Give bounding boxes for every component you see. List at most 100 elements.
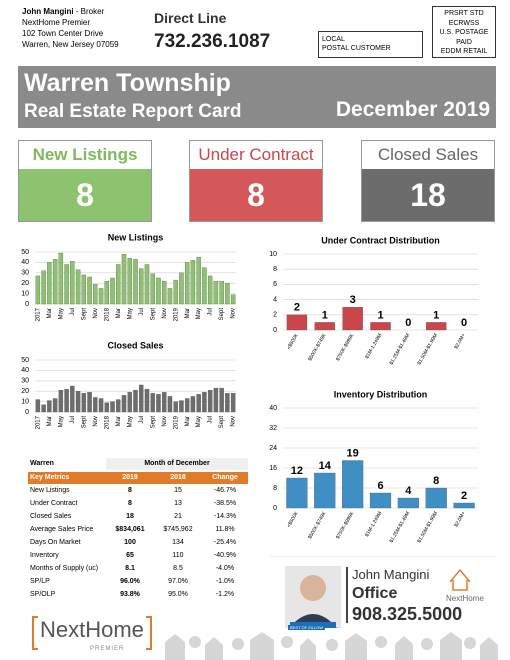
metrics-table: Warren Month of December Key Metrics 2019… bbox=[28, 458, 248, 603]
data-label: 19 bbox=[347, 447, 359, 459]
bar bbox=[121, 253, 127, 305]
bar bbox=[47, 262, 52, 305]
y-tick-label: 6 bbox=[273, 281, 277, 288]
y-tick-label: 0 bbox=[273, 505, 277, 512]
bar bbox=[93, 397, 98, 413]
bar bbox=[202, 267, 207, 305]
bar bbox=[98, 398, 104, 413]
postage-line: EDDM RETAIL bbox=[440, 48, 488, 55]
table-cell: Under Contract bbox=[30, 500, 78, 507]
summary-label: Closed Sales bbox=[362, 141, 494, 169]
x-tick-label: May bbox=[127, 308, 133, 319]
bar bbox=[47, 400, 52, 413]
bar bbox=[81, 393, 87, 413]
summary-box: New Listings 8 bbox=[18, 140, 152, 222]
bar bbox=[139, 268, 144, 305]
x-tick-label: May bbox=[196, 308, 202, 319]
x-tick-label: Jul bbox=[139, 308, 145, 316]
x-tick-label: Sept bbox=[81, 308, 87, 321]
y-tick-label: 30 bbox=[21, 378, 29, 385]
table-header: 2018 bbox=[170, 474, 186, 481]
direct-line-phone: 732.236.1087 bbox=[154, 31, 271, 52]
x-tick-label: <$500K bbox=[286, 332, 300, 351]
bar bbox=[81, 274, 87, 305]
table-cell: -25.4% bbox=[213, 539, 237, 546]
bar bbox=[87, 392, 92, 413]
chart-title: New Listings bbox=[108, 232, 164, 242]
table-cell: Average Sales Price bbox=[30, 526, 94, 533]
bar bbox=[225, 283, 230, 305]
bar bbox=[207, 390, 213, 413]
summary-box: Under Contract 8 bbox=[189, 140, 323, 222]
data-label: 2 bbox=[294, 302, 300, 314]
y-tick-label: 10 bbox=[21, 398, 29, 405]
table-cell: New Listings bbox=[30, 487, 70, 494]
summary-value: 8 bbox=[19, 169, 151, 221]
table-cell: -1.0% bbox=[215, 578, 235, 585]
sender-city: Warren, New Jersey 07059 bbox=[22, 40, 119, 49]
agent-label: Office bbox=[352, 585, 398, 602]
y-tick-label: 0 bbox=[25, 301, 29, 308]
y-tick-label: 32 bbox=[269, 425, 277, 432]
y-tick-label: 0 bbox=[25, 409, 29, 416]
bar bbox=[213, 280, 219, 305]
y-tick-label: 8 bbox=[273, 485, 277, 492]
bar bbox=[116, 264, 121, 305]
postage-line: PAID bbox=[456, 38, 472, 46]
bar bbox=[213, 387, 219, 413]
x-tick-label: $1M-1.249M bbox=[364, 511, 383, 538]
bar bbox=[156, 394, 161, 413]
y-tick-label: 50 bbox=[21, 249, 29, 256]
bar bbox=[196, 257, 201, 305]
x-tick-label: $1.50M-$1.99M bbox=[416, 511, 439, 544]
postage: PRSRT STD ECRWSS U.S. POSTAGE PAID EDDM RETA… bbox=[432, 6, 496, 58]
table-cell: SP/OLP bbox=[30, 591, 56, 598]
bar bbox=[110, 277, 115, 305]
bar bbox=[230, 294, 236, 305]
table-period: Month of December bbox=[106, 458, 248, 470]
bar bbox=[190, 396, 196, 413]
bar bbox=[35, 399, 41, 413]
bar bbox=[173, 279, 178, 305]
x-tick-label: Mar bbox=[185, 416, 191, 426]
table-cell: -40.9% bbox=[213, 552, 237, 559]
bar bbox=[70, 385, 75, 413]
sender-street: 102 Town Center Drive bbox=[22, 29, 104, 38]
bar bbox=[370, 322, 391, 331]
data-label: 1 bbox=[322, 309, 328, 321]
bar bbox=[150, 393, 155, 413]
bar bbox=[453, 502, 475, 509]
x-tick-label: Nov bbox=[231, 416, 237, 427]
summary-value: 18 bbox=[362, 169, 494, 221]
y-tick-label: 40 bbox=[21, 367, 29, 374]
bar bbox=[104, 402, 110, 413]
y-tick-label: 0 bbox=[273, 327, 277, 334]
x-tick-label: <$500K bbox=[286, 510, 300, 529]
x-tick-label: 2019 bbox=[173, 307, 179, 321]
bar bbox=[190, 260, 196, 305]
sender-company: NextHome Premier bbox=[22, 18, 91, 27]
bar bbox=[179, 400, 184, 413]
y-tick-label: 8 bbox=[273, 266, 277, 273]
x-tick-label: Nov bbox=[93, 416, 99, 427]
table-cell: 110 bbox=[172, 552, 184, 559]
bar bbox=[314, 322, 335, 331]
sender: John Mangini - Broker NextHome Premier 1… bbox=[22, 6, 119, 50]
banner-date: December 2019 bbox=[335, 98, 490, 121]
bar bbox=[104, 280, 110, 305]
bar bbox=[286, 314, 308, 331]
bar bbox=[70, 261, 75, 305]
table-cell: -38.5% bbox=[213, 500, 237, 507]
table-cell: 13 bbox=[174, 500, 182, 507]
table-cell: SP/LP bbox=[30, 578, 50, 585]
bar bbox=[52, 259, 58, 305]
y-tick-label: 40 bbox=[21, 259, 29, 266]
x-tick-label: Mar bbox=[185, 308, 191, 318]
x-tick-label: $1M-1.249M bbox=[364, 333, 383, 360]
data-label: 14 bbox=[319, 460, 332, 472]
table-title: Warren bbox=[30, 460, 54, 467]
y-tick-label: 50 bbox=[21, 357, 29, 364]
bar bbox=[35, 275, 41, 305]
postage-line: PRSRT STD bbox=[444, 10, 484, 17]
